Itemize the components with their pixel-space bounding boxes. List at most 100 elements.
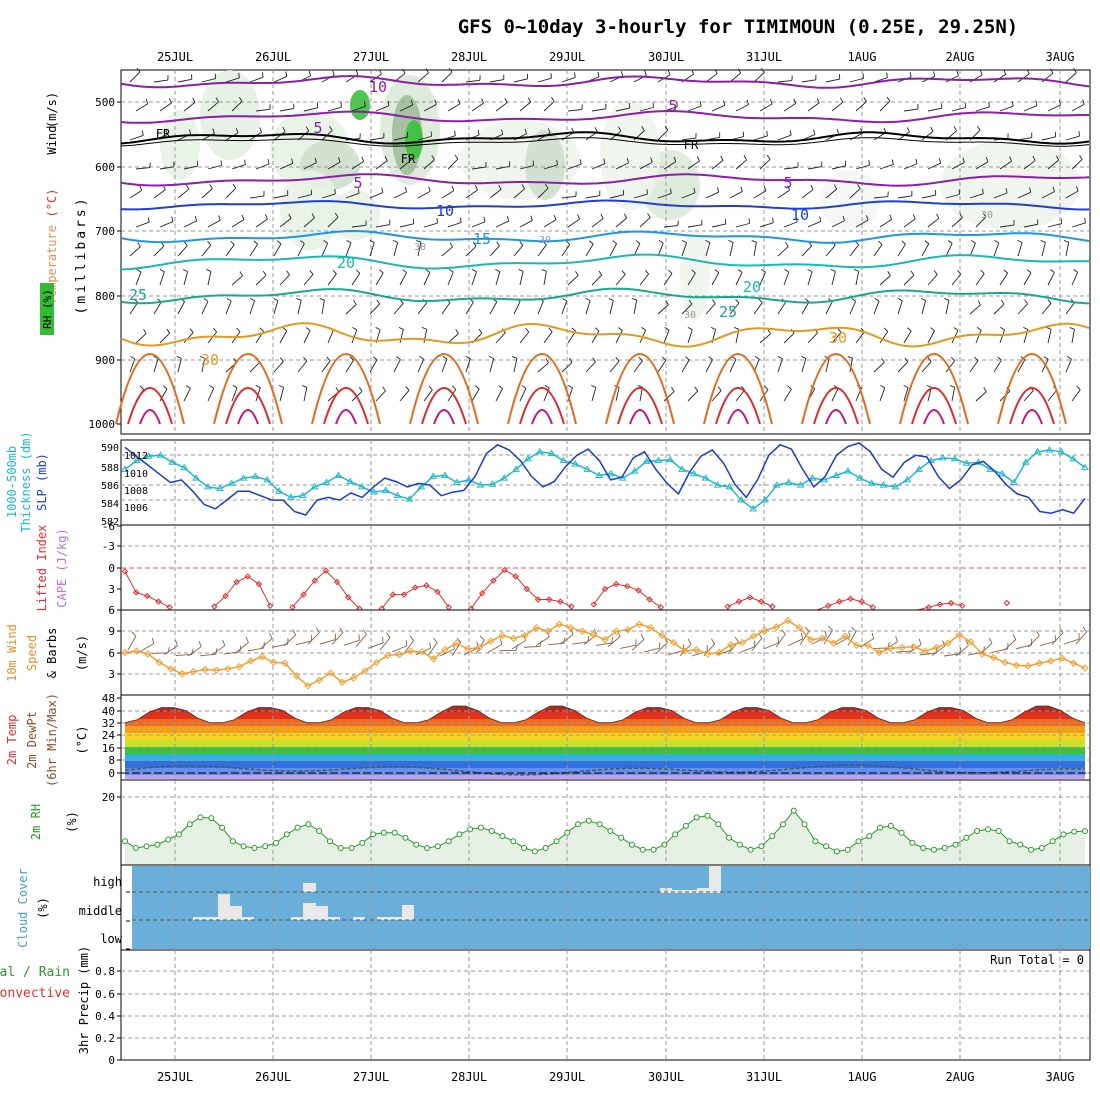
wind-barb-10m xyxy=(823,630,833,645)
wind-barb-10m xyxy=(476,641,479,648)
wind-barb xyxy=(351,106,366,112)
lifted-index-point xyxy=(624,582,631,590)
wind-barb xyxy=(495,388,503,402)
wind-barb xyxy=(740,385,745,391)
rh-2m-point xyxy=(1006,838,1013,845)
wind-barb xyxy=(159,271,165,286)
wind-barb xyxy=(849,188,861,199)
y-tick-label: 0.8 xyxy=(95,965,115,978)
wind-barb-10m xyxy=(362,629,367,635)
wind-barb xyxy=(321,300,325,315)
wind-barb xyxy=(1017,239,1023,244)
rh-2m-point xyxy=(758,843,765,850)
lifted-index-point xyxy=(345,594,352,601)
cloud-bar xyxy=(303,903,316,920)
wind-barb xyxy=(873,196,888,199)
rh-2m-point xyxy=(424,845,431,851)
wind-barb xyxy=(419,356,424,360)
temp-contour-15 xyxy=(120,229,1090,244)
wind-barb xyxy=(543,101,555,112)
freezing-label: FR xyxy=(156,127,171,141)
y-tick-label: 3 xyxy=(108,668,115,681)
y-tick-label: 500 xyxy=(95,96,115,109)
wind-barb-10m xyxy=(339,627,344,633)
temp-contour-10 xyxy=(120,75,1090,89)
wind-barb xyxy=(753,72,765,83)
cloud-bar xyxy=(697,888,709,893)
lifted-index-point xyxy=(568,603,575,610)
wind-barb-10m xyxy=(127,635,137,651)
wind-barb xyxy=(816,98,820,103)
wind-barb xyxy=(639,217,651,228)
wind-barb xyxy=(663,273,673,286)
wind-barb xyxy=(833,184,838,190)
thickness-point xyxy=(476,481,485,488)
rh-2m-point xyxy=(650,846,657,853)
wind-barb xyxy=(561,361,573,373)
rh-2m-point xyxy=(337,845,344,851)
wind-barb xyxy=(921,194,936,199)
wind-barb xyxy=(488,355,494,359)
wind-barb xyxy=(441,190,455,199)
wind-barb xyxy=(1023,390,1034,402)
wind-barb xyxy=(1052,186,1055,192)
wind-barb xyxy=(639,273,649,286)
wind-barb xyxy=(425,68,429,74)
wind-barb xyxy=(777,302,787,315)
wind-barb-10m xyxy=(403,640,414,654)
wind-speed-point xyxy=(155,658,163,667)
wind-barb xyxy=(753,242,757,257)
wind-barb-10m xyxy=(379,637,391,651)
wind-barb xyxy=(591,274,603,286)
wind-barb-10m xyxy=(343,639,360,646)
wind-barb xyxy=(519,101,532,112)
wind-barb-10m xyxy=(487,644,503,653)
wind-barb xyxy=(153,79,168,83)
wind-barb xyxy=(334,212,339,218)
rh-2m-point xyxy=(197,814,204,821)
slp-tick-label: 1012 xyxy=(124,451,148,462)
thickness-point xyxy=(571,460,580,467)
wind-barb xyxy=(425,269,431,273)
thickness-point xyxy=(298,491,307,499)
wind-barb xyxy=(561,244,571,257)
wind-barb xyxy=(177,245,188,257)
contour-label: 5 xyxy=(353,174,362,192)
lifted-index-point xyxy=(121,568,129,575)
freezing-label: FR xyxy=(401,152,416,166)
rh-2m-point xyxy=(920,845,927,851)
wind-barb xyxy=(441,71,453,83)
wind-barb-10m xyxy=(787,638,803,647)
wind-barb xyxy=(710,326,716,330)
wind-barb xyxy=(661,356,667,361)
wind-barb xyxy=(761,68,765,73)
y-tick-label: 16 xyxy=(102,742,115,755)
wind-barb xyxy=(754,356,760,360)
wind-barb xyxy=(255,384,261,389)
wind-barb xyxy=(447,103,461,112)
wind-barb xyxy=(518,269,524,272)
rh-2m-point xyxy=(434,843,441,850)
wind-barb-10m xyxy=(292,629,297,636)
lifted-index-point xyxy=(601,585,609,593)
lifted-index-point xyxy=(501,566,508,574)
rh-2m-point xyxy=(294,824,301,831)
thickness-point xyxy=(642,457,651,464)
wind-barb xyxy=(393,242,399,257)
wind-barb xyxy=(831,388,839,402)
thickness-point xyxy=(239,474,248,481)
wind-barb xyxy=(1071,272,1079,286)
wind-barb-10m xyxy=(943,653,960,657)
wind-speed-point xyxy=(235,662,243,671)
wind-barb xyxy=(813,129,816,135)
wind-barb xyxy=(950,356,955,362)
rh-2m-point xyxy=(855,838,862,845)
wind-barb xyxy=(687,224,702,228)
wind-barb-10m xyxy=(215,648,218,655)
rh-label: RH (%) xyxy=(41,289,54,329)
wind-barb xyxy=(489,189,502,199)
precip-panel: 0.8 0.6 0.4 0.2 0 Run Total = 0 Total / Rain… xyxy=(0,946,1091,1067)
wind-barb xyxy=(711,272,720,286)
wind-barb xyxy=(903,218,916,228)
rh-2m-point xyxy=(370,831,377,838)
